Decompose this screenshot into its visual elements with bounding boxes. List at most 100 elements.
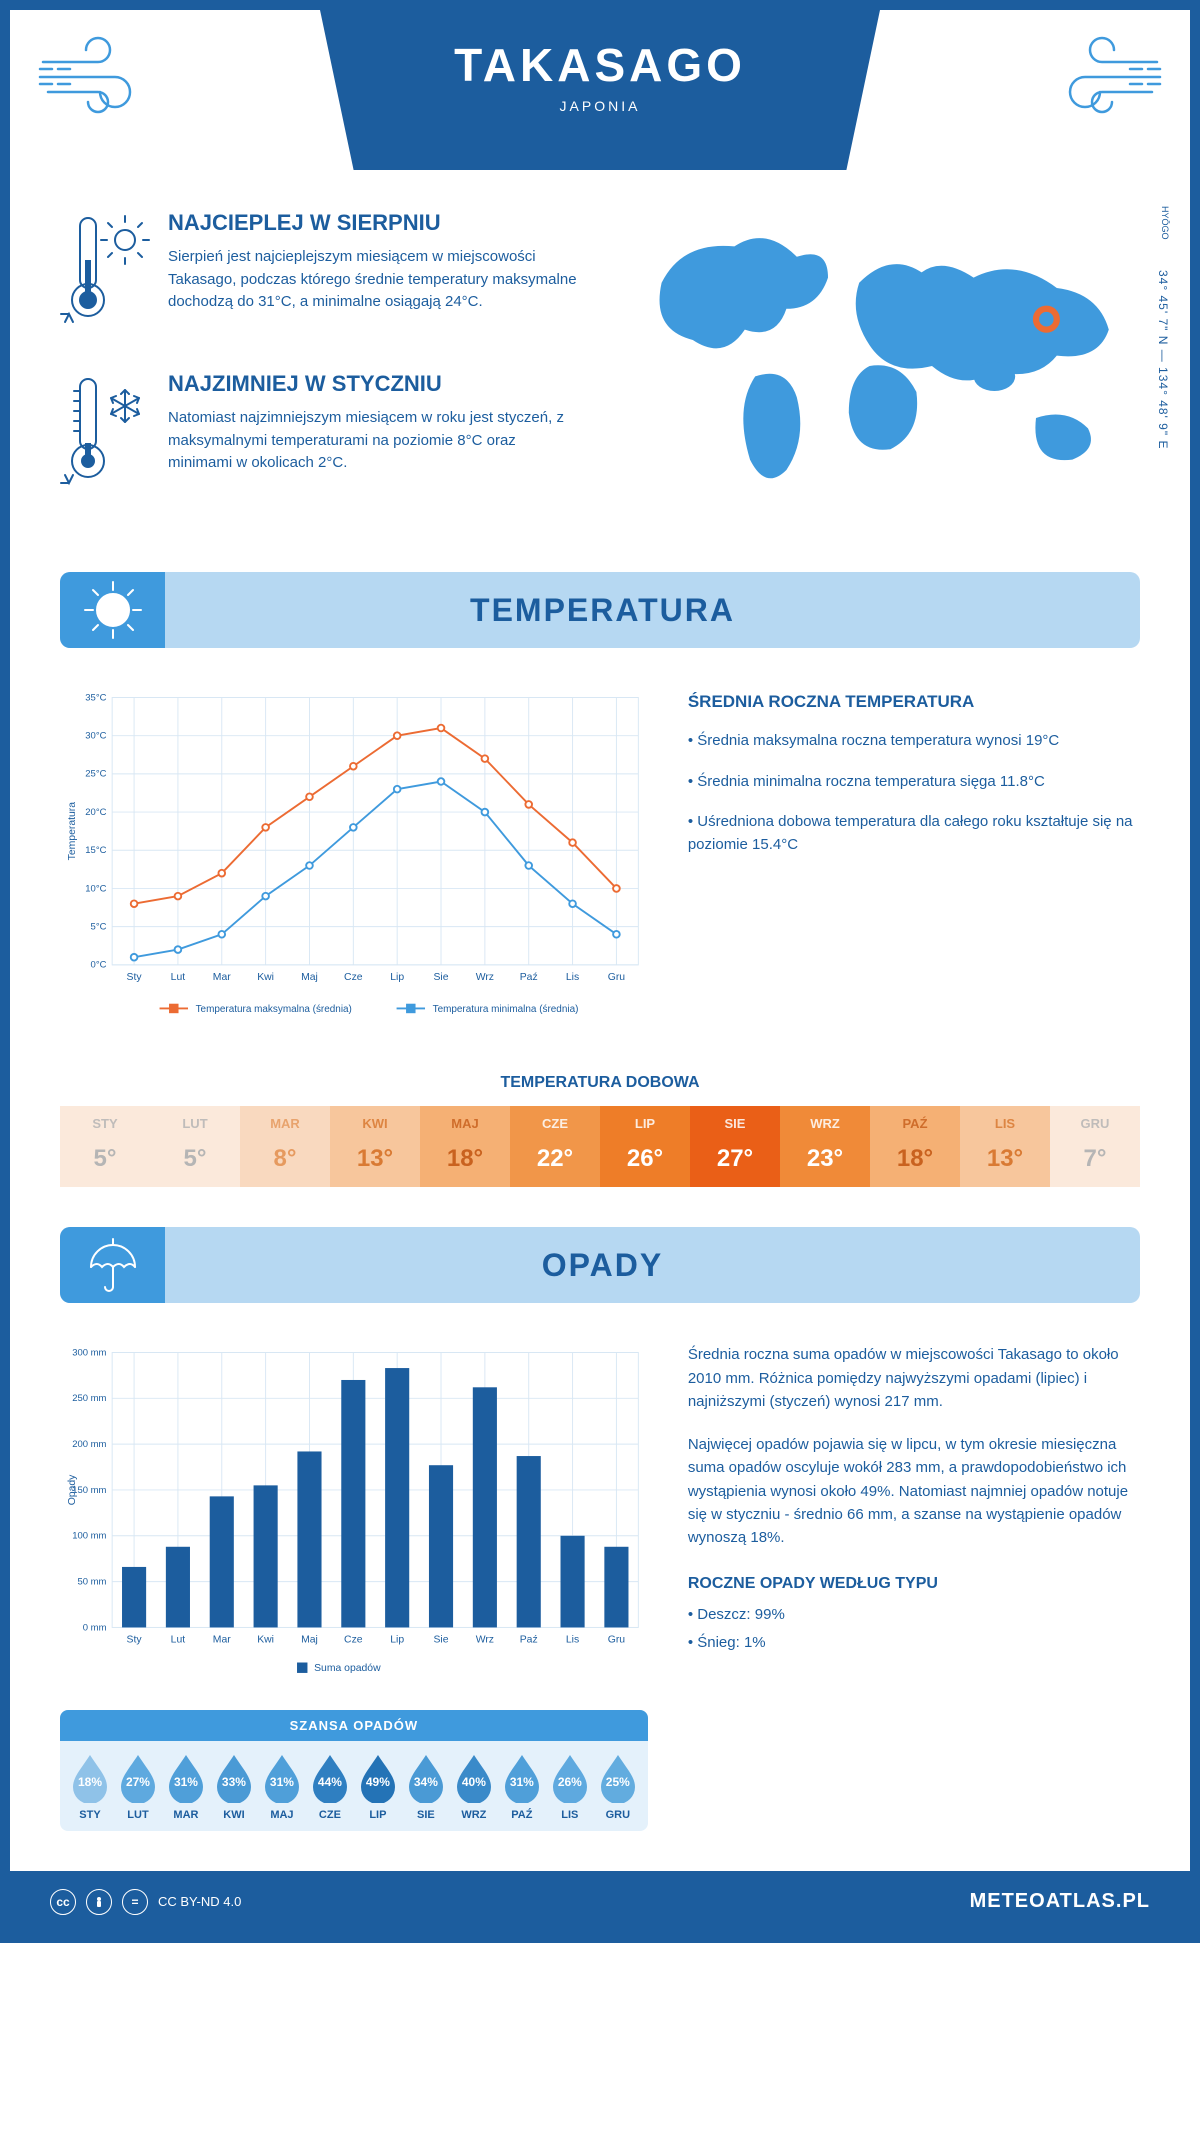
temp-fact-2: • Średnia minimalna roczna temperatura s… (688, 771, 1140, 794)
chance-cell: 31% PAŹ (498, 1753, 546, 1821)
footer: cc = CC BY-ND 4.0 METEOATLAS.PL (10, 1871, 1190, 1933)
svg-text:0°C: 0°C (91, 960, 107, 971)
chance-value: 18% (69, 1775, 111, 1789)
raindrop-icon: 34% (405, 1753, 447, 1803)
svg-text:300 mm: 300 mm (72, 1348, 106, 1359)
daily-value: 26° (600, 1145, 690, 1173)
daily-cell: GRU 7° (1050, 1106, 1140, 1187)
chance-month: STY (66, 1809, 114, 1821)
raindrop-icon: 31% (261, 1753, 303, 1803)
daily-cell: KWI13° (330, 1106, 420, 1187)
chance-cell: 31% MAJ (258, 1753, 306, 1821)
temp-fact-1: • Średnia maksymalna roczna temperatura … (688, 730, 1140, 753)
daily-temp-table: STY5°LUT5°MAR8°KWI13°MAJ18°CZE22°LIP26°S… (60, 1106, 1140, 1187)
warmest-fact: NAJCIEPLEJ W SIERPNIU Sierpień jest najc… (60, 210, 580, 335)
daily-value: 23° (780, 1145, 870, 1173)
brand: METEOATLAS.PL (970, 1890, 1150, 1913)
precip-section-header: OPADY (60, 1227, 1140, 1303)
umbrella-icon (60, 1227, 165, 1303)
precip-text-1: Średnia roczna suma opadów w miejscowośc… (688, 1343, 1140, 1413)
temp-fact-3: • Uśredniona dobowa temperatura dla całe… (688, 811, 1140, 856)
daily-month: GRU (1050, 1116, 1140, 1131)
precip-title: OPADY (165, 1247, 1040, 1284)
raindrop-icon: 33% (213, 1753, 255, 1803)
chance-value: 33% (213, 1775, 255, 1789)
city-title: TAKASAGO (330, 38, 870, 92)
by-icon (86, 1889, 112, 1915)
precip-content: 0 mm50 mm100 mm150 mm200 mm250 mm300 mmS… (10, 1303, 1190, 1840)
precip-type-title: ROCZNE OPADY WEDŁUG TYPU (688, 1575, 1140, 1593)
chance-value: 31% (165, 1775, 207, 1789)
daily-month: LUT (150, 1116, 240, 1131)
temperature-section-header: TEMPERATURA (60, 572, 1140, 648)
svg-text:30°C: 30°C (85, 731, 106, 742)
chance-value: 25% (597, 1775, 639, 1789)
wind-icon (1042, 32, 1162, 127)
svg-text:Gru: Gru (608, 972, 626, 983)
svg-text:Opady: Opady (67, 1474, 78, 1505)
chance-value: 40% (453, 1775, 495, 1789)
svg-text:250 mm: 250 mm (72, 1393, 106, 1404)
raindrop-icon: 25% (597, 1753, 639, 1803)
temperature-content: 0°C5°C10°C15°C20°C25°C30°C35°CStyLutMarK… (10, 648, 1190, 1044)
raindrop-icon: 27% (117, 1753, 159, 1803)
daily-month: MAJ (420, 1116, 510, 1131)
nd-icon: = (122, 1889, 148, 1915)
daily-month: KWI (330, 1116, 420, 1131)
daily-cell: MAR8° (240, 1106, 330, 1187)
daily-value: 5° (60, 1145, 150, 1173)
svg-text:Kwi: Kwi (257, 972, 274, 983)
daily-value: 7° (1050, 1145, 1140, 1173)
coordinates: 34° 45' 7" N — 134° 48' 9" E (1156, 270, 1170, 449)
daily-month: STY (60, 1116, 150, 1131)
svg-text:15°C: 15°C (85, 845, 106, 856)
chance-cell: 44% CZE (306, 1753, 354, 1821)
daily-cell: LIS13° (960, 1106, 1050, 1187)
license: cc = CC BY-ND 4.0 (50, 1889, 241, 1915)
world-map-icon (620, 210, 1140, 501)
chance-value: 49% (357, 1775, 399, 1789)
svg-text:100 mm: 100 mm (72, 1531, 106, 1542)
svg-text:Sty: Sty (127, 972, 143, 983)
daily-month: LIS (960, 1116, 1050, 1131)
raindrop-icon: 31% (165, 1753, 207, 1803)
svg-text:Maj: Maj (301, 1635, 318, 1646)
header: TAKASAGO JAPONIA (10, 10, 1190, 170)
daily-cell: PAŹ18° (870, 1106, 960, 1187)
chance-cell: 31% MAR (162, 1753, 210, 1821)
daily-cell: LIP 26° (600, 1106, 690, 1187)
daily-value: 27° (690, 1145, 780, 1173)
chance-value: 31% (261, 1775, 303, 1789)
svg-text:Lut: Lut (171, 1635, 186, 1646)
chance-month: MAR (162, 1809, 210, 1821)
raindrop-icon: 44% (309, 1753, 351, 1803)
chance-month: LIP (354, 1809, 402, 1821)
raindrop-icon: 26% (549, 1753, 591, 1803)
temp-facts-title: ŚREDNIA ROCZNA TEMPERATURA (688, 692, 1140, 712)
svg-text:Kwi: Kwi (257, 1635, 274, 1646)
precip-type-snow: • Śnieg: 1% (688, 1631, 1140, 1654)
chance-month: WRZ (450, 1809, 498, 1821)
chance-month: GRU (594, 1809, 642, 1821)
region-label: HYŌGO (1160, 206, 1170, 240)
chance-month: SIE (402, 1809, 450, 1821)
chance-value: 31% (501, 1775, 543, 1789)
svg-text:Mar: Mar (213, 972, 231, 983)
daily-value: 5° (150, 1145, 240, 1173)
daily-cell: LUT 5° (150, 1106, 240, 1187)
svg-text:0 mm: 0 mm (83, 1623, 107, 1634)
precip-chart-col: 0 mm50 mm100 mm150 mm200 mm250 mm300 mmS… (60, 1343, 648, 1830)
raindrop-icon: 40% (453, 1753, 495, 1803)
daily-value: 18° (870, 1145, 960, 1173)
svg-text:25°C: 25°C (85, 769, 106, 780)
svg-text:Sty: Sty (127, 1635, 143, 1646)
coldest-text: Natomiast najzimniejszym miesiącem w rok… (168, 407, 580, 475)
chance-value: 26% (549, 1775, 591, 1789)
daily-cell: CZE22° (510, 1106, 600, 1187)
daily-month: WRZ (780, 1116, 870, 1131)
daily-month: LIP (600, 1116, 690, 1131)
chance-title: SZANSA OPADÓW (60, 1710, 648, 1741)
svg-text:Paź: Paź (520, 1635, 538, 1646)
svg-text:Cze: Cze (344, 1635, 363, 1646)
svg-text:Lis: Lis (566, 1635, 579, 1646)
